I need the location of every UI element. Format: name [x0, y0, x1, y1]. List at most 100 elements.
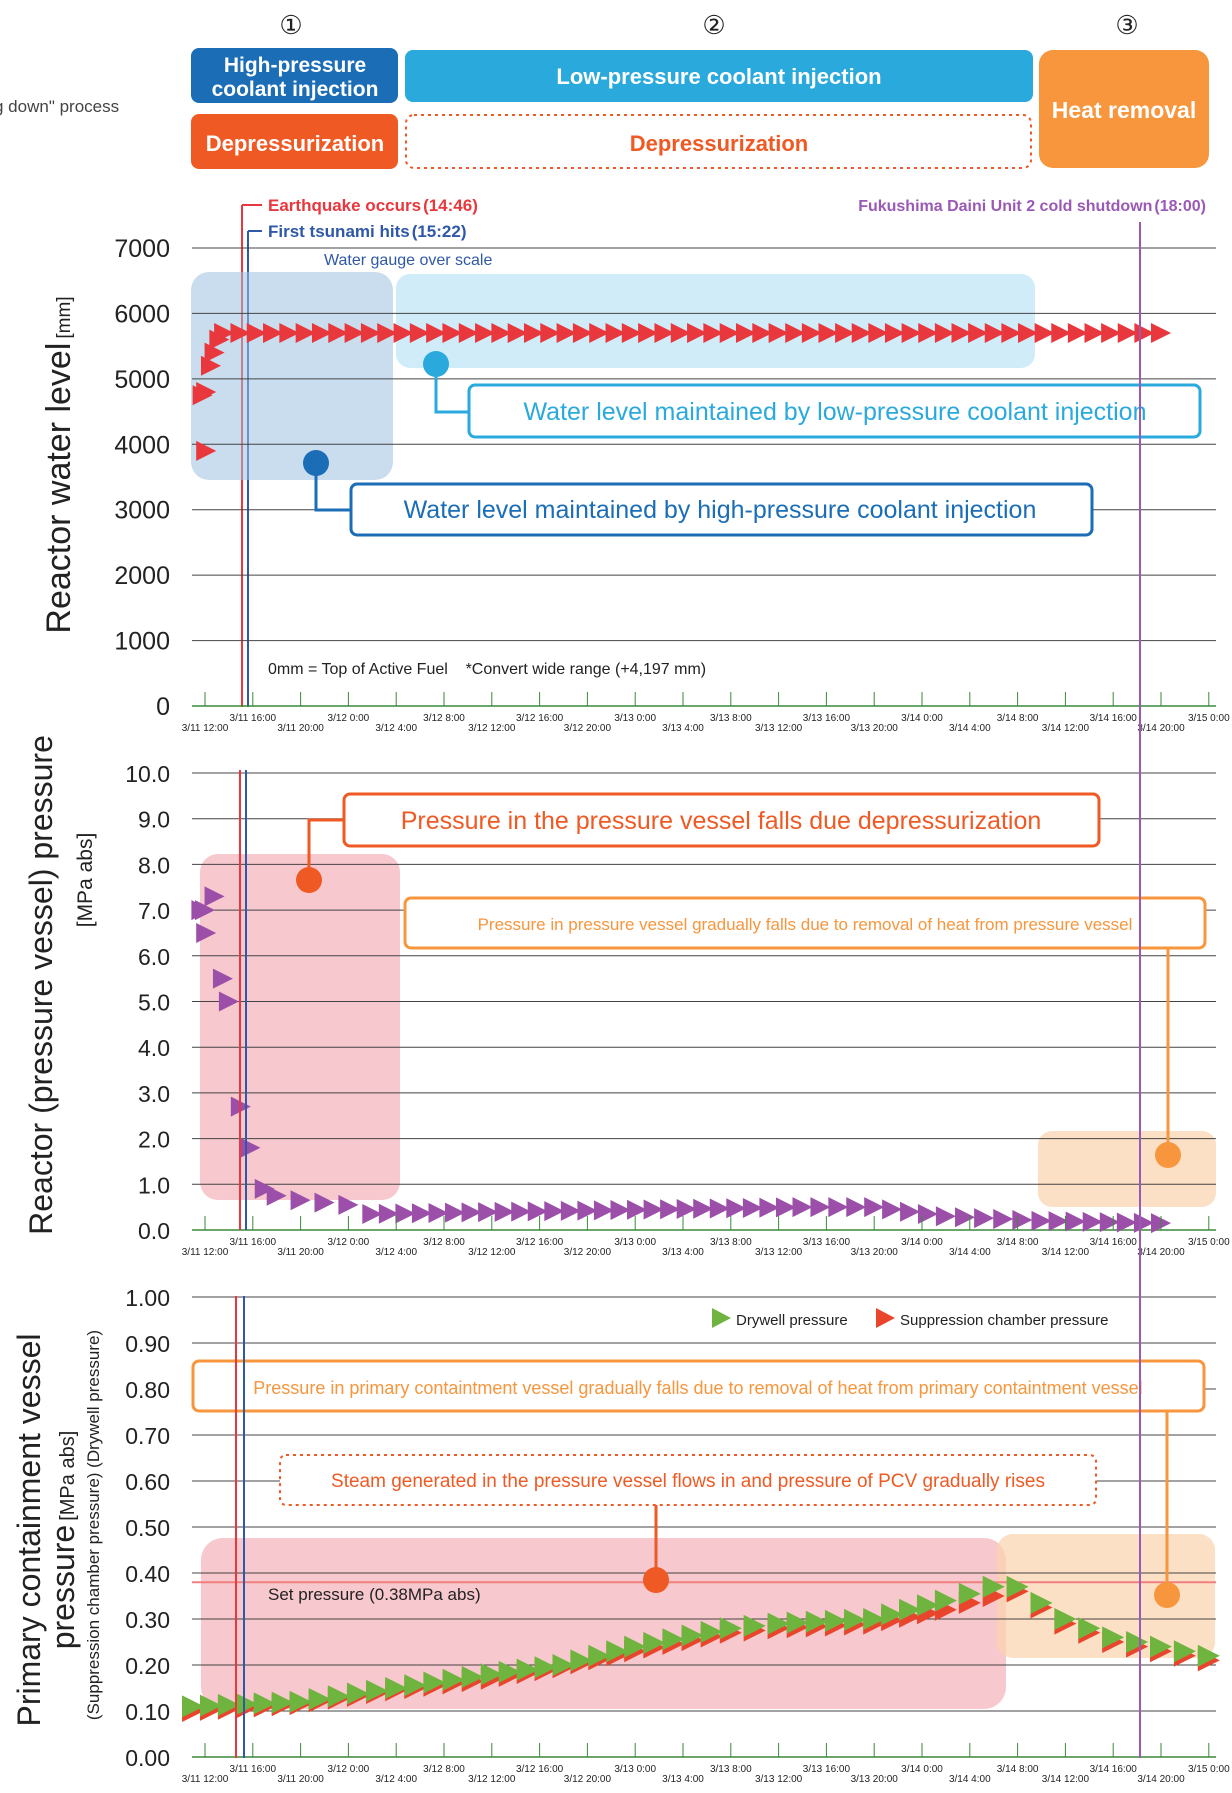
x-tick-label-lower: 3/14 20:00: [1137, 1247, 1185, 1258]
y-tick-label: 1000: [114, 628, 170, 656]
y-tick-label: 2000: [114, 562, 170, 590]
data-point: [523, 323, 544, 344]
x-tick-label-upper: 3/13 16:00: [803, 1237, 851, 1248]
pcv-heat-dot: [1154, 1582, 1180, 1608]
x-tick-label-upper: 3/14 16:00: [1090, 713, 1138, 724]
y-tick-label: 0.50: [125, 1515, 170, 1541]
data-point: [428, 1202, 449, 1223]
drywell-point: [643, 1631, 666, 1654]
data-point: [621, 323, 642, 344]
phase-num-3: ③: [1115, 10, 1138, 40]
x-tick-label-lower: 3/11 20:00: [277, 723, 324, 734]
data-point: [540, 323, 561, 344]
x-tick-label-lower: 3/12 4:00: [375, 1774, 417, 1785]
y-tick-label: 0.60: [125, 1469, 170, 1495]
data-point: [328, 323, 349, 344]
data-point: [494, 1201, 515, 1222]
data-point: [478, 1202, 499, 1223]
data-point: [1101, 323, 1122, 344]
x-tick-label-lower: 3/12 4:00: [375, 723, 417, 734]
gauge-over-label: Water gauge over scale: [324, 252, 492, 269]
data-point: [1031, 1210, 1052, 1231]
data-point: [1048, 1211, 1069, 1232]
y-tick-label: 4.0: [138, 1035, 170, 1061]
drywell-point: [624, 1635, 647, 1658]
data-point: [491, 323, 512, 344]
data-point: [393, 323, 414, 344]
data-point: [527, 1201, 548, 1222]
water-markers: [192, 323, 1171, 461]
data-point: [445, 1202, 466, 1223]
shutdown-time: (18:00): [1154, 198, 1206, 215]
data-point: [461, 1202, 482, 1223]
y-tick-label: 1.0: [138, 1172, 170, 1198]
panel-reactor-pressure: 0.0 1.0 2.0 3.0 4.0 5.0 6.0 7.0 8.0 9.0 10.0 React…: [23, 735, 1230, 1258]
drywell-point: [461, 1665, 484, 1688]
x-tick-label-upper: 3/15 0:00: [1188, 1237, 1230, 1248]
drywell-point: [1102, 1626, 1125, 1649]
y-tick-label: 0.20: [125, 1653, 170, 1679]
x-tick-label-upper: 3/13 0:00: [614, 1764, 656, 1775]
x-tick-label-lower: 3/13 20:00: [851, 1774, 899, 1785]
data-point: [864, 1197, 885, 1218]
data-point: [759, 1197, 780, 1218]
x-tick-label-upper: 3/12 8:00: [423, 1764, 465, 1775]
drywell-point: [1126, 1631, 1149, 1653]
data-point: [263, 323, 284, 344]
data-point: [810, 1197, 831, 1218]
y-tick-label: 6000: [114, 300, 170, 328]
data-point: [196, 381, 217, 402]
drywell-point: [743, 1614, 766, 1637]
pcv-xaxis: 3/11 16:00 3/12 0:00 3/12 8:00 3/12 16:00 3/…: [182, 1743, 1230, 1785]
data-point: [1067, 323, 1088, 344]
x-tick-label-upper: 3/14 0:00: [901, 1764, 943, 1775]
earthquake-text: Earthquake occurs: [268, 196, 421, 215]
y-tick-label: 0.0: [138, 1218, 170, 1244]
x-tick-label-upper: 3/14 0:00: [901, 1237, 943, 1248]
water-footnote: 0mm = Top of Active Fuel *Convert wide r…: [268, 661, 706, 678]
data-point: [1133, 1212, 1154, 1233]
x-tick-label-lower: 3/11 12:00: [182, 723, 229, 734]
y-tick-label: 10.0: [125, 761, 170, 787]
data-point: [560, 1200, 581, 1221]
water-ylabel: Reactor water level [mm]: [40, 296, 78, 633]
x-tick-label-lower: 3/13 4:00: [662, 1247, 704, 1258]
drywell-point: [235, 1693, 258, 1716]
rpv-heat-callout-text: Pressure in pressure vessel gradually fa…: [478, 915, 1133, 934]
x-tick-label-lower: 3/13 12:00: [755, 723, 803, 734]
data-point: [426, 323, 447, 344]
pressure-yticks: 0.0 1.0 2.0 3.0 4.0 5.0 6.0 7.0 8.0 9.0 10.0: [125, 761, 170, 1244]
x-tick-label-lower: 3/12 20:00: [564, 723, 612, 734]
x-tick-label-lower: 3/14 4:00: [949, 1247, 991, 1258]
drywell-point: [1078, 1617, 1101, 1640]
drywell-point: [366, 1679, 389, 1702]
lp-region: [396, 274, 1035, 368]
data-point: [687, 323, 708, 344]
x-tick-label-lower: 3/14 20:00: [1137, 723, 1185, 734]
steam-dot: [643, 1567, 669, 1593]
y-tick-label: 0.10: [125, 1699, 170, 1725]
data-point: [362, 1204, 383, 1225]
y-tick-label: 9.0: [138, 807, 170, 833]
data-point: [212, 968, 233, 989]
pcv-ylabel-unit: [MPa abs]: [57, 1431, 79, 1521]
drywell-point: [552, 1654, 575, 1676]
data-point: [475, 323, 496, 344]
x-tick-label-lower: 3/14 20:00: [1137, 1774, 1185, 1785]
data-point: [577, 1200, 598, 1221]
pcv-heat-callout-text: Pressure in primary containtment vessel …: [253, 1378, 1142, 1398]
x-tick-label-upper: 3/13 8:00: [710, 1764, 752, 1775]
data-point: [1084, 323, 1105, 344]
pcv-ylabel-1: Primary containment vessel: [11, 1333, 47, 1726]
earthquake-time: (14:46): [423, 196, 478, 215]
y-tick-label: 7000: [114, 235, 170, 263]
lp-injection-box: Low-pressure coolant injection: [405, 50, 1033, 102]
x-tick-label-upper: 3/14 16:00: [1090, 1237, 1138, 1248]
x-tick-label-lower: 3/13 4:00: [662, 723, 704, 734]
drywell-point: [916, 1594, 939, 1617]
lp-injection-label: Low-pressure coolant injection: [556, 64, 881, 89]
drywell-point: [719, 1617, 742, 1640]
data-point: [556, 323, 577, 344]
